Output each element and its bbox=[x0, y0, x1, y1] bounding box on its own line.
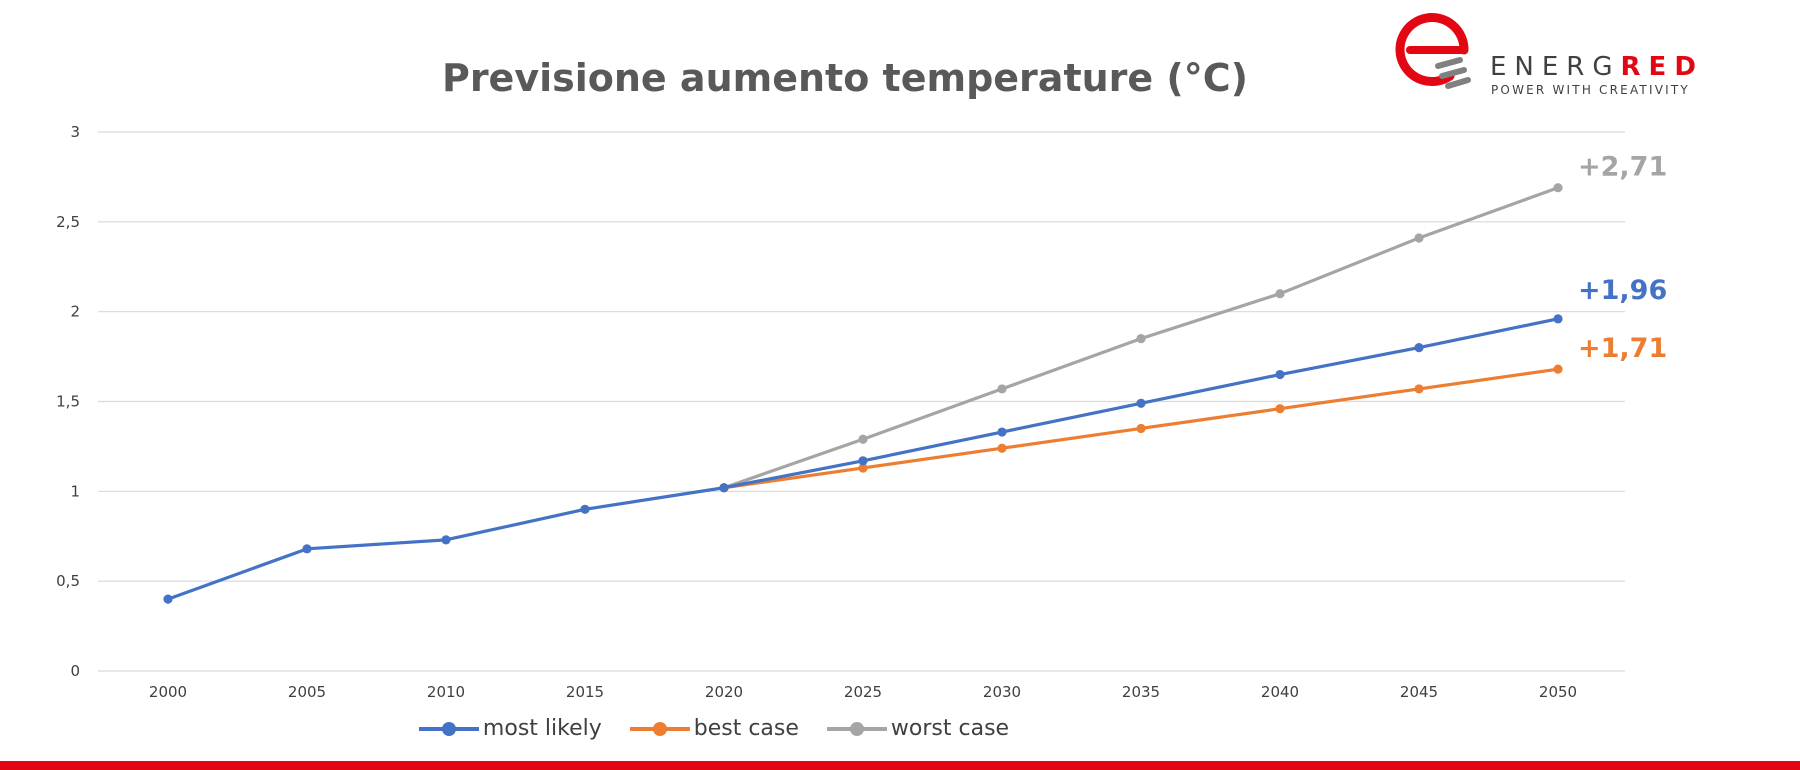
legend-label: most likely bbox=[482, 716, 602, 741]
logo-wordmark-part1: ENERG bbox=[1490, 52, 1621, 82]
x-tick-label: 2000 bbox=[149, 683, 187, 701]
data-point-best-case bbox=[997, 443, 1007, 453]
y-tick-label: 0 bbox=[70, 662, 80, 680]
data-point-worst-case bbox=[1275, 289, 1285, 299]
data-point-most-likely bbox=[858, 456, 868, 466]
y-tick-label: 0,5 bbox=[56, 572, 80, 590]
data-point-worst-case bbox=[1414, 233, 1424, 243]
data-point-most-likely bbox=[302, 544, 312, 554]
y-tick-label: 1 bbox=[70, 482, 80, 500]
data-point-worst-case bbox=[1136, 334, 1146, 344]
y-tick-label: 2 bbox=[70, 303, 80, 321]
legend-label: worst case bbox=[890, 716, 1010, 741]
x-tick-label: 2040 bbox=[1261, 683, 1299, 701]
chart-legend: most likely best case worst case bbox=[0, 716, 1428, 741]
legend-item-worst-case: worst case bbox=[826, 716, 1010, 741]
x-tick-label: 2005 bbox=[288, 683, 326, 701]
data-point-best-case bbox=[858, 463, 868, 473]
x-tick-label: 2050 bbox=[1539, 683, 1577, 701]
y-tick-label: 3 bbox=[70, 123, 80, 141]
data-point-worst-case bbox=[858, 434, 868, 444]
x-tick-label: 2035 bbox=[1122, 683, 1160, 701]
x-tick-label: 2045 bbox=[1400, 683, 1438, 701]
data-point-most-likely bbox=[1136, 398, 1146, 408]
logo-wordmark-part2: RED bbox=[1620, 52, 1704, 82]
legend-swatch bbox=[826, 719, 887, 739]
data-point-best-case bbox=[1136, 423, 1146, 434]
x-tick-label: 2025 bbox=[844, 683, 882, 701]
data-point-most-likely bbox=[441, 535, 451, 545]
data-point-most-likely bbox=[1553, 314, 1563, 324]
energred-logo: ENERGRED POWER WITH CREATIVITY bbox=[1390, 10, 1730, 100]
logo-wordmark: ENERGRED bbox=[1490, 52, 1704, 82]
data-point-most-likely bbox=[1275, 369, 1285, 380]
y-tick-label: 1,5 bbox=[56, 393, 80, 411]
legend-label: best case bbox=[693, 716, 799, 741]
data-point-worst-case bbox=[1553, 183, 1563, 193]
end-label-worst-case: +2,71 bbox=[1578, 152, 1667, 183]
bottom-brand-bar bbox=[0, 761, 1800, 770]
data-point-most-likely bbox=[997, 427, 1007, 437]
legend-swatch bbox=[418, 719, 479, 739]
end-label-best-case: +1,71 bbox=[1578, 333, 1667, 364]
data-point-most-likely bbox=[163, 594, 173, 604]
data-point-worst-case bbox=[997, 384, 1007, 394]
end-label-most-likely: +1,96 bbox=[1578, 275, 1667, 306]
legend-swatch bbox=[629, 719, 690, 739]
x-tick-label: 2010 bbox=[427, 683, 465, 701]
data-point-best-case bbox=[1414, 384, 1424, 394]
legend-item-best-case: best case bbox=[629, 716, 799, 741]
y-tick-label: 2,5 bbox=[56, 213, 80, 231]
energred-logo-mark bbox=[1395, 13, 1471, 89]
data-point-most-likely bbox=[719, 483, 729, 493]
legend-item-most-likely: most likely bbox=[418, 716, 602, 741]
data-point-best-case bbox=[1275, 404, 1285, 414]
data-point-most-likely bbox=[1414, 343, 1424, 353]
x-tick-label: 2030 bbox=[983, 683, 1021, 701]
x-tick-label: 2015 bbox=[566, 683, 604, 701]
chart-title: Previsione aumento temperature (°C) bbox=[441, 56, 1249, 100]
x-tick-label: 2020 bbox=[705, 683, 743, 701]
logo-tagline: POWER WITH CREATIVITY bbox=[1491, 83, 1690, 97]
data-point-most-likely bbox=[580, 504, 590, 514]
data-point-best-case bbox=[1553, 364, 1563, 374]
